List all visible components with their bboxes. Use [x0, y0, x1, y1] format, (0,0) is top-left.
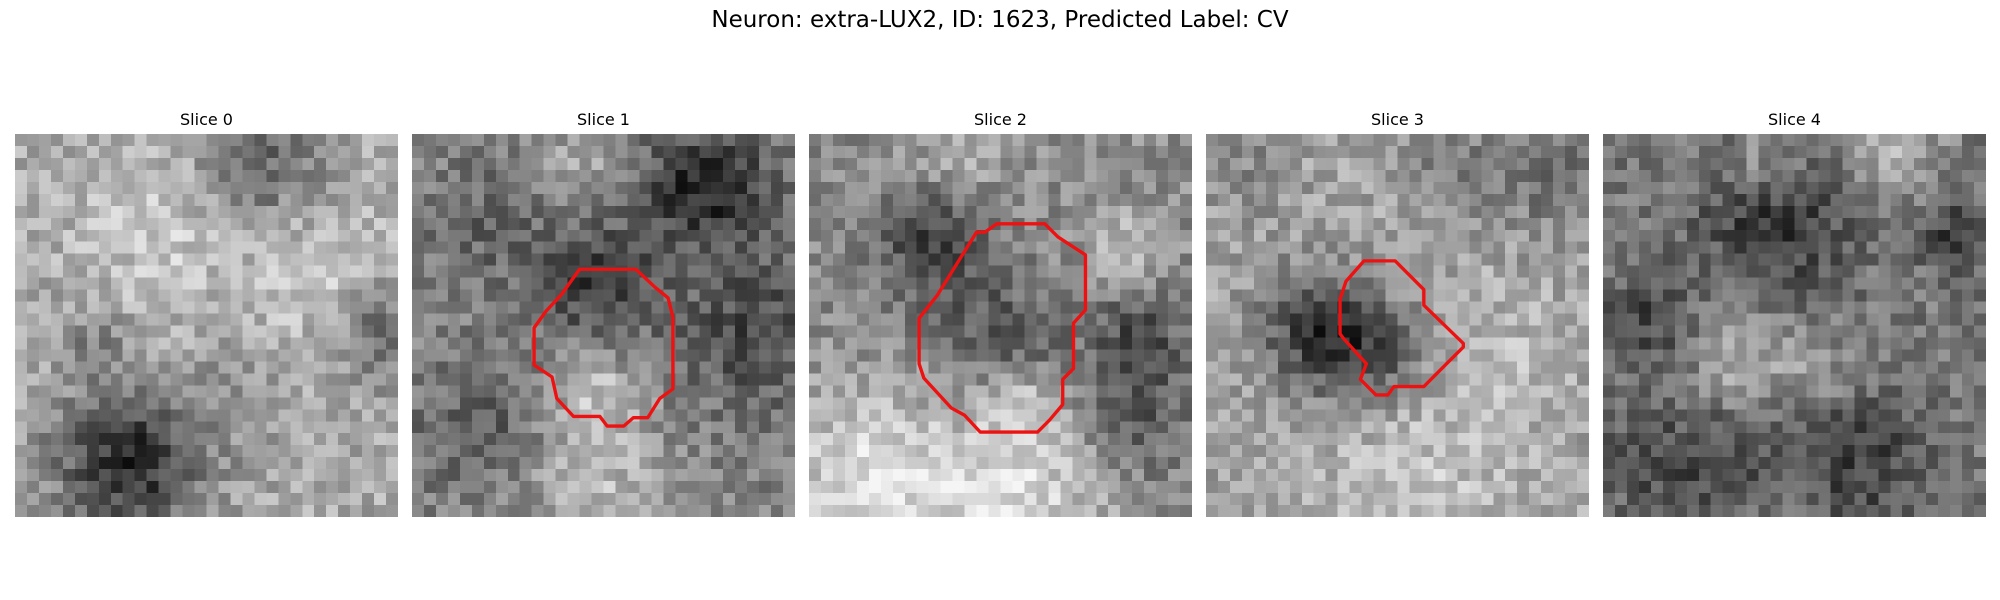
- slice-title: Slice 2: [974, 110, 1027, 129]
- slice-panel-2: Slice 2: [809, 110, 1192, 517]
- slice-panel-0: Slice 0: [15, 110, 398, 517]
- figure-title: Neuron: extra-LUX2, ID: 1623, Predicted …: [711, 7, 1289, 33]
- segmentation-contour: [532, 267, 675, 428]
- slice-title: Slice 3: [1371, 110, 1424, 129]
- slice-panel-1: Slice 1: [412, 110, 795, 517]
- slice-panel-4: Slice 4: [1603, 110, 1986, 517]
- slice-image: [1206, 134, 1589, 517]
- slice-panel-3: Slice 3: [1206, 110, 1589, 517]
- slice-title: Slice 0: [180, 110, 233, 129]
- slice-image: [809, 134, 1192, 517]
- slice-title: Slice 4: [1768, 110, 1821, 129]
- slice-title: Slice 1: [577, 110, 630, 129]
- slice-image: [412, 134, 795, 517]
- slice-image: [1603, 134, 1986, 517]
- segmentation-contour: [917, 222, 1088, 434]
- segmentation-contour: [1338, 259, 1466, 397]
- slice-image: [15, 134, 398, 517]
